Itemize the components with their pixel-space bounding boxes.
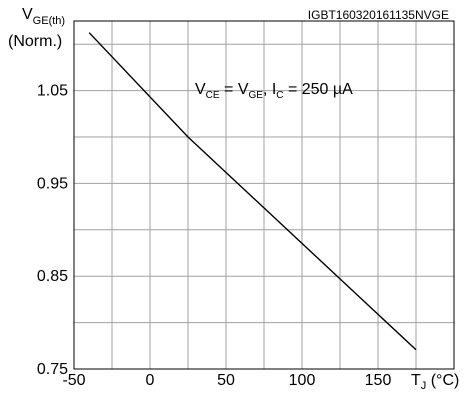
annotation-comma-i: , I	[263, 81, 276, 98]
x-tick-label: 50	[217, 372, 235, 389]
x-tick-label: 150	[365, 372, 392, 389]
condition-annotation: VCE = VGE, IC = 250 µA	[195, 81, 353, 101]
y-axis-title-main: V	[22, 6, 33, 23]
annotation-ic-sub: C	[276, 90, 283, 101]
y-axis-title-sub: GE(th)	[33, 15, 65, 27]
series	[88, 32, 417, 351]
y-tick-label: 0.85	[37, 268, 68, 285]
annotation-value: = 250 µA	[284, 81, 354, 98]
x-axis-title-unit: (°C)	[426, 372, 459, 389]
x-axis-title-sub: J	[421, 380, 427, 392]
y-axis-title-line2: (Norm.)	[8, 33, 62, 50]
y-tick-label: 0.75	[37, 361, 68, 378]
annotation-vce-sub: CE	[206, 90, 220, 101]
x-tick-label: 0	[146, 372, 155, 389]
annotation-vge-sub: GE	[248, 90, 263, 101]
x-tick-label: 100	[289, 372, 316, 389]
x-axis-title-main: T	[411, 372, 421, 389]
tick-labels: -50 0 50 100 150 0.75 0.85 0.95 1.05	[37, 83, 392, 389]
grid	[73, 21, 455, 370]
x-tick-label: -50	[62, 372, 85, 389]
annotation-vce: V	[195, 81, 206, 98]
series-line	[88, 32, 417, 351]
x-axis-title: TJ (°C)	[411, 372, 459, 392]
watermark: IGBT160320161135NVGE	[308, 8, 449, 22]
y-tick-label: 0.95	[37, 175, 68, 192]
y-tick-label: 1.05	[37, 83, 68, 100]
plot-frame	[73, 20, 455, 370]
annotation-equals: = V	[220, 81, 249, 98]
y-axis-title: VGE(th)	[22, 6, 65, 27]
